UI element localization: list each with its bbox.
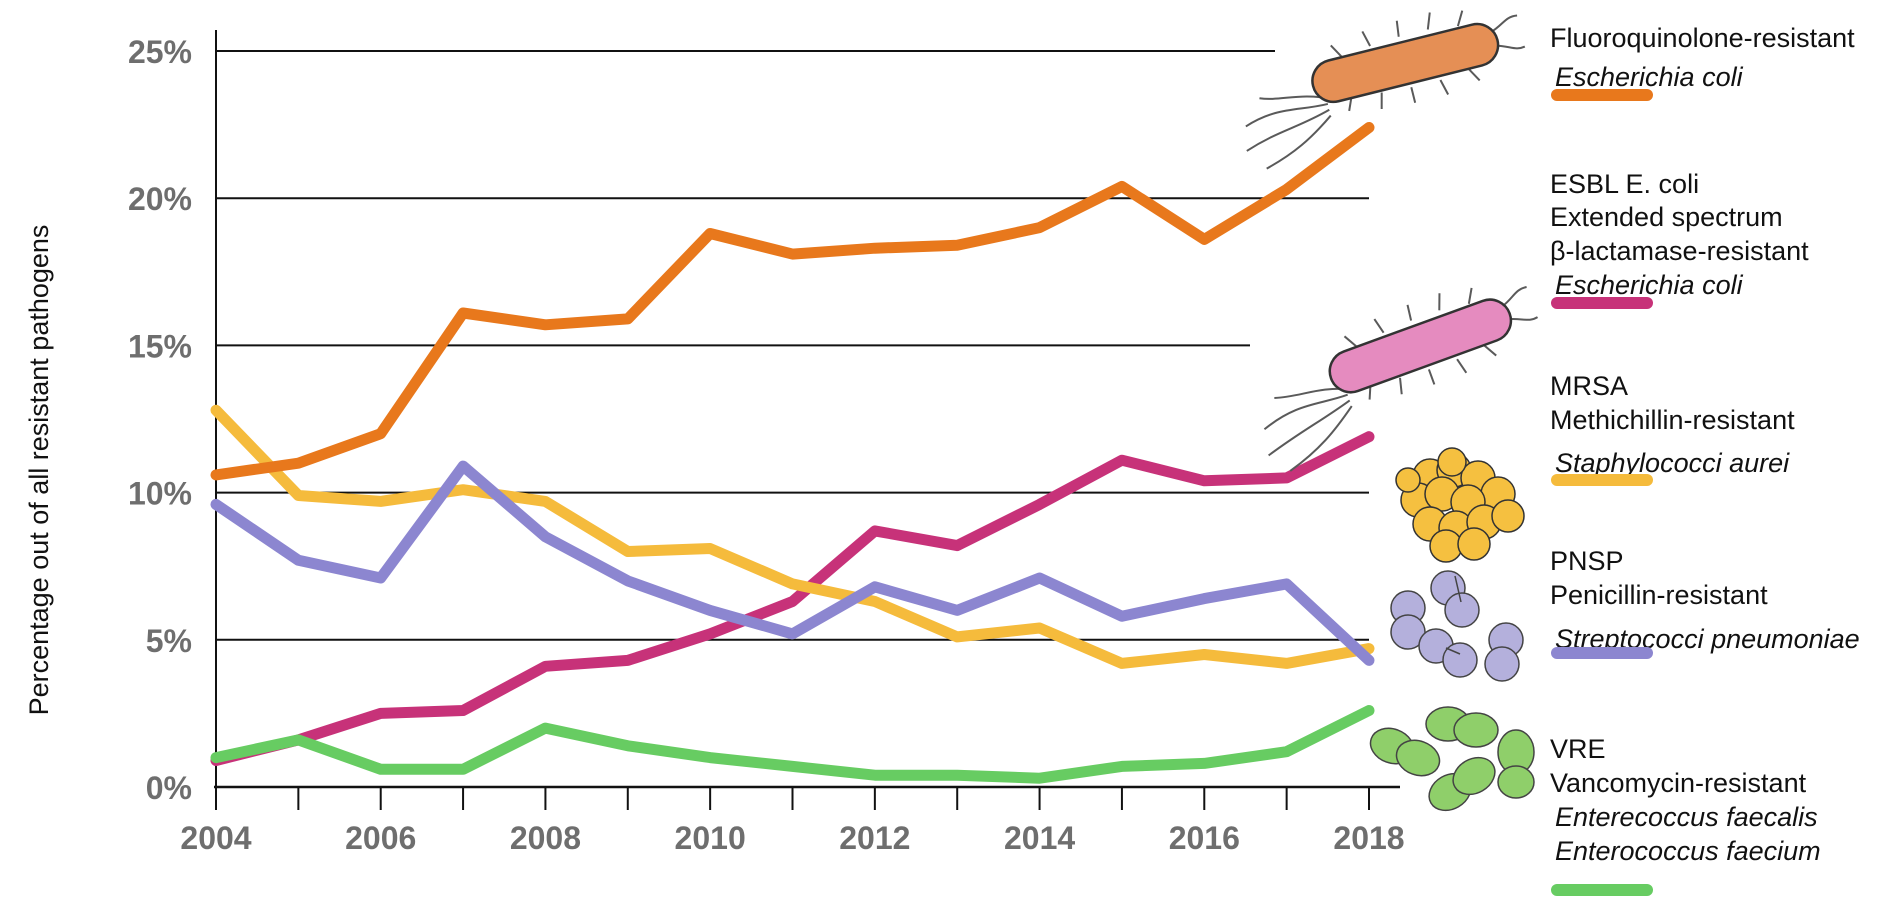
- pink-bacillus-icon: [1263, 286, 1539, 472]
- x-tick-label: 2004: [180, 820, 251, 856]
- orange-bacillus-icon: [1245, 10, 1526, 170]
- legend-label-vre: Enterococcus faecium: [1555, 836, 1821, 866]
- legend-label-esbl: Extended spectrum: [1550, 202, 1783, 232]
- x-tick-label: 2012: [839, 820, 910, 856]
- yellow-cocci-cluster-icon: [1395, 447, 1525, 563]
- y-tick-label: 5%: [146, 623, 192, 659]
- y-tick-label: 20%: [128, 181, 192, 217]
- x-tick-label: 2010: [675, 820, 746, 856]
- legend-label-esbl: ESBL E. coli: [1550, 169, 1699, 199]
- legend-label-esbl: β-lactamase-resistant: [1550, 236, 1809, 266]
- legend-label-mrsa: Methichillin-resistant: [1550, 405, 1795, 435]
- legend-label-esbl: Escherichia coli: [1555, 270, 1744, 300]
- legend-label-vre: VRE: [1550, 734, 1606, 764]
- green-enterococci-icon: [1369, 706, 1535, 812]
- series-line-mrsa: [210, 404, 1375, 669]
- x-tick-label: 2006: [345, 820, 416, 856]
- grid-lines: [216, 50, 1369, 641]
- legend-label-vre: Enterecoccus faecalis: [1555, 802, 1818, 832]
- y-tick-label: 25%: [128, 34, 192, 70]
- y-tick-label: 10%: [128, 476, 192, 512]
- legend-label-fq: Escherichia coli: [1555, 62, 1744, 92]
- y-tick-label: 15%: [128, 328, 192, 364]
- series-line-esbl: [210, 431, 1375, 766]
- series-line-pnsp: [210, 460, 1375, 666]
- y-tick-label: 0%: [146, 770, 192, 806]
- series-line-vre: [210, 705, 1375, 784]
- series-line-fq: [210, 122, 1375, 481]
- x-tick-label: 2008: [510, 820, 581, 856]
- y-axis-label: Percentage out of all resistant pathogen…: [24, 225, 54, 716]
- x-tick-label: 2014: [1004, 820, 1075, 856]
- legend-label-pnsp: PNSP: [1550, 546, 1624, 576]
- legend-label-vre: Vancomycin-resistant: [1550, 768, 1807, 798]
- purple-diplococci-icon: [1390, 570, 1524, 682]
- x-tick-label: 2018: [1333, 820, 1404, 856]
- legend-label-pnsp: Penicillin-resistant: [1550, 580, 1768, 610]
- x-tick-labels: 2004 2006 2008 2010 2012 2014 2016 2018: [180, 820, 1404, 856]
- legend-label-mrsa: MRSA: [1550, 371, 1628, 401]
- legend-label-mrsa: Staphylococci aurei: [1555, 448, 1790, 478]
- series-lines: [210, 122, 1375, 784]
- x-tick-label: 2016: [1169, 820, 1240, 856]
- y-tick-labels: 0% 5% 10% 15% 20% 25%: [128, 34, 192, 806]
- legend-label-fq: Fluoroquinolone-resistant: [1550, 23, 1855, 53]
- legend: Fluoroquinolone-resistant Escherichia col…: [1550, 23, 1860, 896]
